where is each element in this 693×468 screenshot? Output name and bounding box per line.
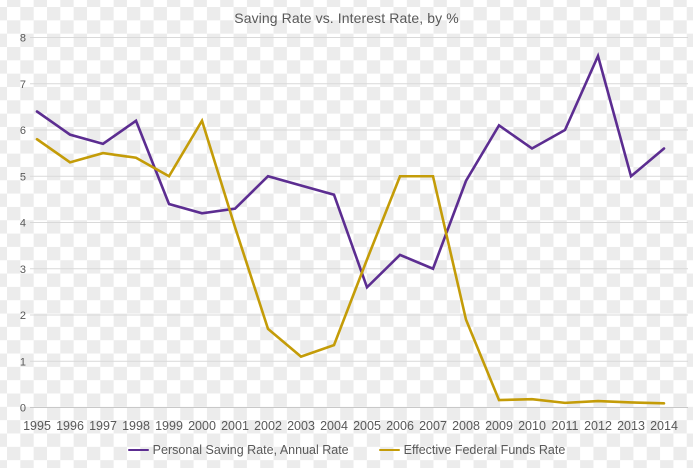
x-axis-tick-label: 1998 [122, 419, 150, 433]
legend-item-federal-funds-rate: Effective Federal Funds Rate [378, 443, 566, 457]
x-axis-tick-label: 2009 [485, 419, 513, 433]
x-axis-tick-label: 2001 [221, 419, 249, 433]
x-axis-tick-label: 2006 [386, 419, 414, 433]
chart-title: Saving Rate vs. Interest Rate, by % [234, 10, 459, 26]
x-axis-tick-label: 2013 [617, 419, 645, 433]
personal-saving-rate-line-swatch [127, 448, 149, 452]
federal-funds-rate-line [35, 117, 666, 405]
x-axis-tick-label: 2008 [452, 419, 480, 433]
x-axis-tick-label: 2007 [419, 419, 447, 433]
x-axis-tick-label: 1996 [56, 419, 84, 433]
y-axis-tick-label: 4 [20, 218, 26, 230]
x-axis-tick-label: 1997 [89, 419, 117, 433]
x-axis-tick-label: 2010 [518, 419, 546, 433]
x-axis-tick-label: 2012 [584, 419, 612, 433]
y-axis-tick-label: 5 [20, 171, 26, 183]
legend-label-personal-saving-rate: Personal Saving Rate, Annual Rate [152, 443, 349, 457]
y-axis-tick-label: 6 [20, 125, 26, 137]
y-axis-tick-label: 0 [20, 403, 26, 415]
x-axis-tick-label: 2003 [287, 419, 315, 433]
x-axis-tick-label: 2002 [254, 419, 282, 433]
legend-label-federal-funds-rate: Effective Federal Funds Rate [403, 443, 566, 457]
x-axis-tick-label: 2004 [320, 419, 348, 433]
x-axis-tick-label: 2005 [353, 419, 381, 433]
x-axis-tick-label: 1995 [23, 419, 51, 433]
legend: Personal Saving Rate, Annual Rate Effect… [0, 443, 693, 457]
y-axis-tick-label: 1 [20, 356, 26, 368]
y-axis-tick-label: 2 [20, 310, 26, 322]
x-axis-tick-label: 2000 [188, 419, 216, 433]
legend-item-personal-saving-rate: Personal Saving Rate, Annual Rate [127, 443, 349, 457]
y-axis-tick-label: 7 [20, 79, 26, 91]
y-axis-tick-label: 3 [20, 264, 26, 276]
x-axis-tick-label: 2014 [650, 419, 678, 433]
x-axis-tick-label: 2011 [552, 419, 579, 433]
y-axis-tick-label: 8 [20, 33, 26, 45]
federal-funds-rate-line-swatch [378, 448, 400, 452]
x-axis-tick-label: 1999 [155, 419, 183, 433]
personal-saving-rate-line [35, 52, 666, 290]
